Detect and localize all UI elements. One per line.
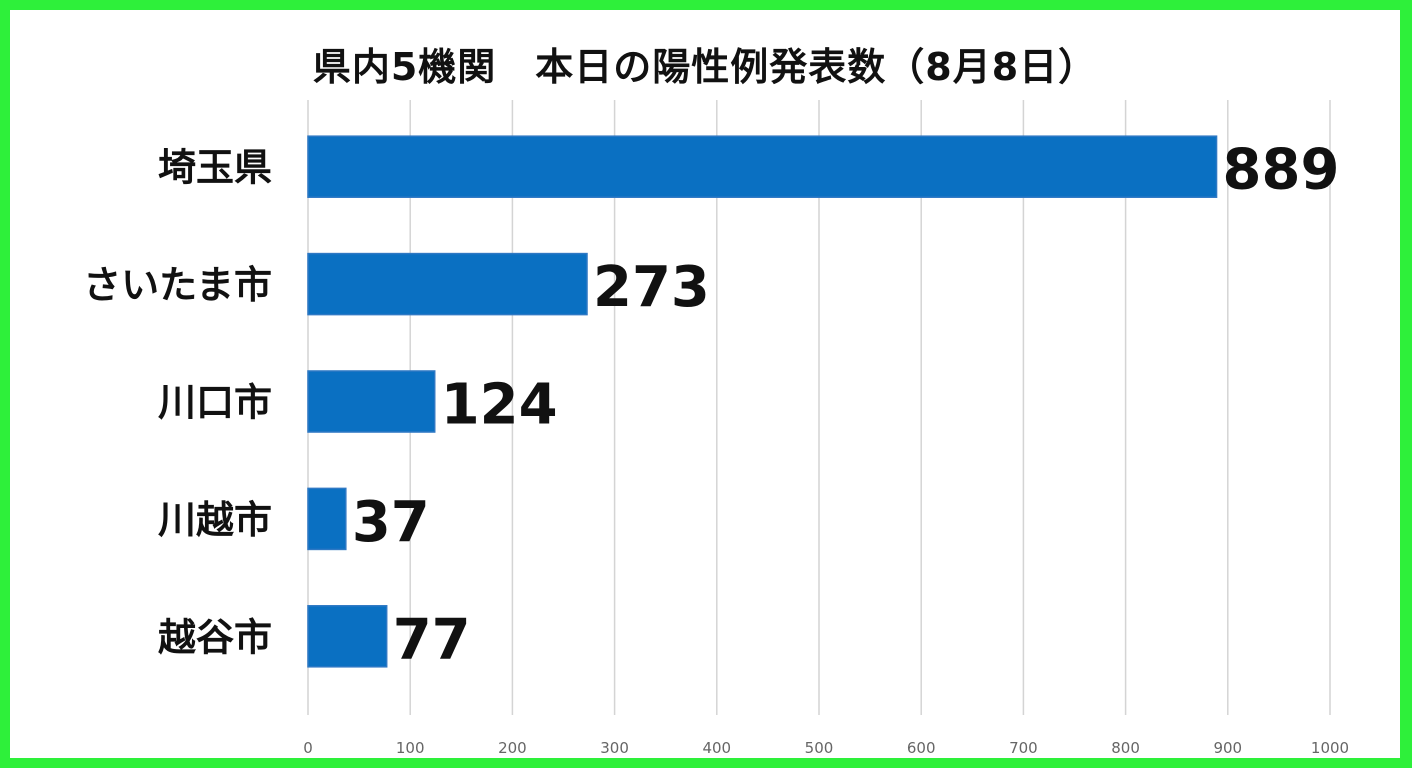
category-label: 埼玉県 <box>158 146 272 190</box>
value-label: 77 <box>393 607 471 672</box>
x-tick-label: 0 <box>303 739 313 757</box>
category-label: さいたま市 <box>83 263 272 307</box>
value-label: 124 <box>441 373 558 438</box>
x-tick-label: 500 <box>805 739 834 757</box>
bar <box>307 487 347 551</box>
x-tick-label: 200 <box>498 739 527 757</box>
x-tick-label: 600 <box>907 739 936 757</box>
value-label: 37 <box>352 490 430 555</box>
x-tick-label: 800 <box>1111 739 1140 757</box>
category-label: 越谷市 <box>158 615 272 659</box>
value-label: 889 <box>1223 138 1340 203</box>
value-label: 273 <box>593 255 710 320</box>
x-tick-label: 100 <box>396 739 425 757</box>
x-tick-label: 900 <box>1213 739 1242 757</box>
category-label: 川越市 <box>158 498 272 542</box>
bar <box>307 370 436 433</box>
x-tick-label: 400 <box>702 739 731 757</box>
bar <box>307 605 388 668</box>
x-tick-label: 300 <box>600 739 629 757</box>
bar <box>307 252 588 316</box>
bar <box>307 135 1218 198</box>
x-tick-label: 1000 <box>1311 739 1349 757</box>
chart-frame: 県内5機関 本日の陽性例発表数（8月8日） 0 100 200 300 400 500 60… <box>10 10 1400 758</box>
chart-title: 県内5機関 本日の陽性例発表数（8月8日） <box>312 45 1098 89</box>
bar-chart: 0 100 200 300 400 500 600 700 800 900 1000 埼玉県 889 さい… <box>83 100 1349 757</box>
x-tick-label: 700 <box>1009 739 1038 757</box>
category-label: 川口市 <box>158 381 272 425</box>
